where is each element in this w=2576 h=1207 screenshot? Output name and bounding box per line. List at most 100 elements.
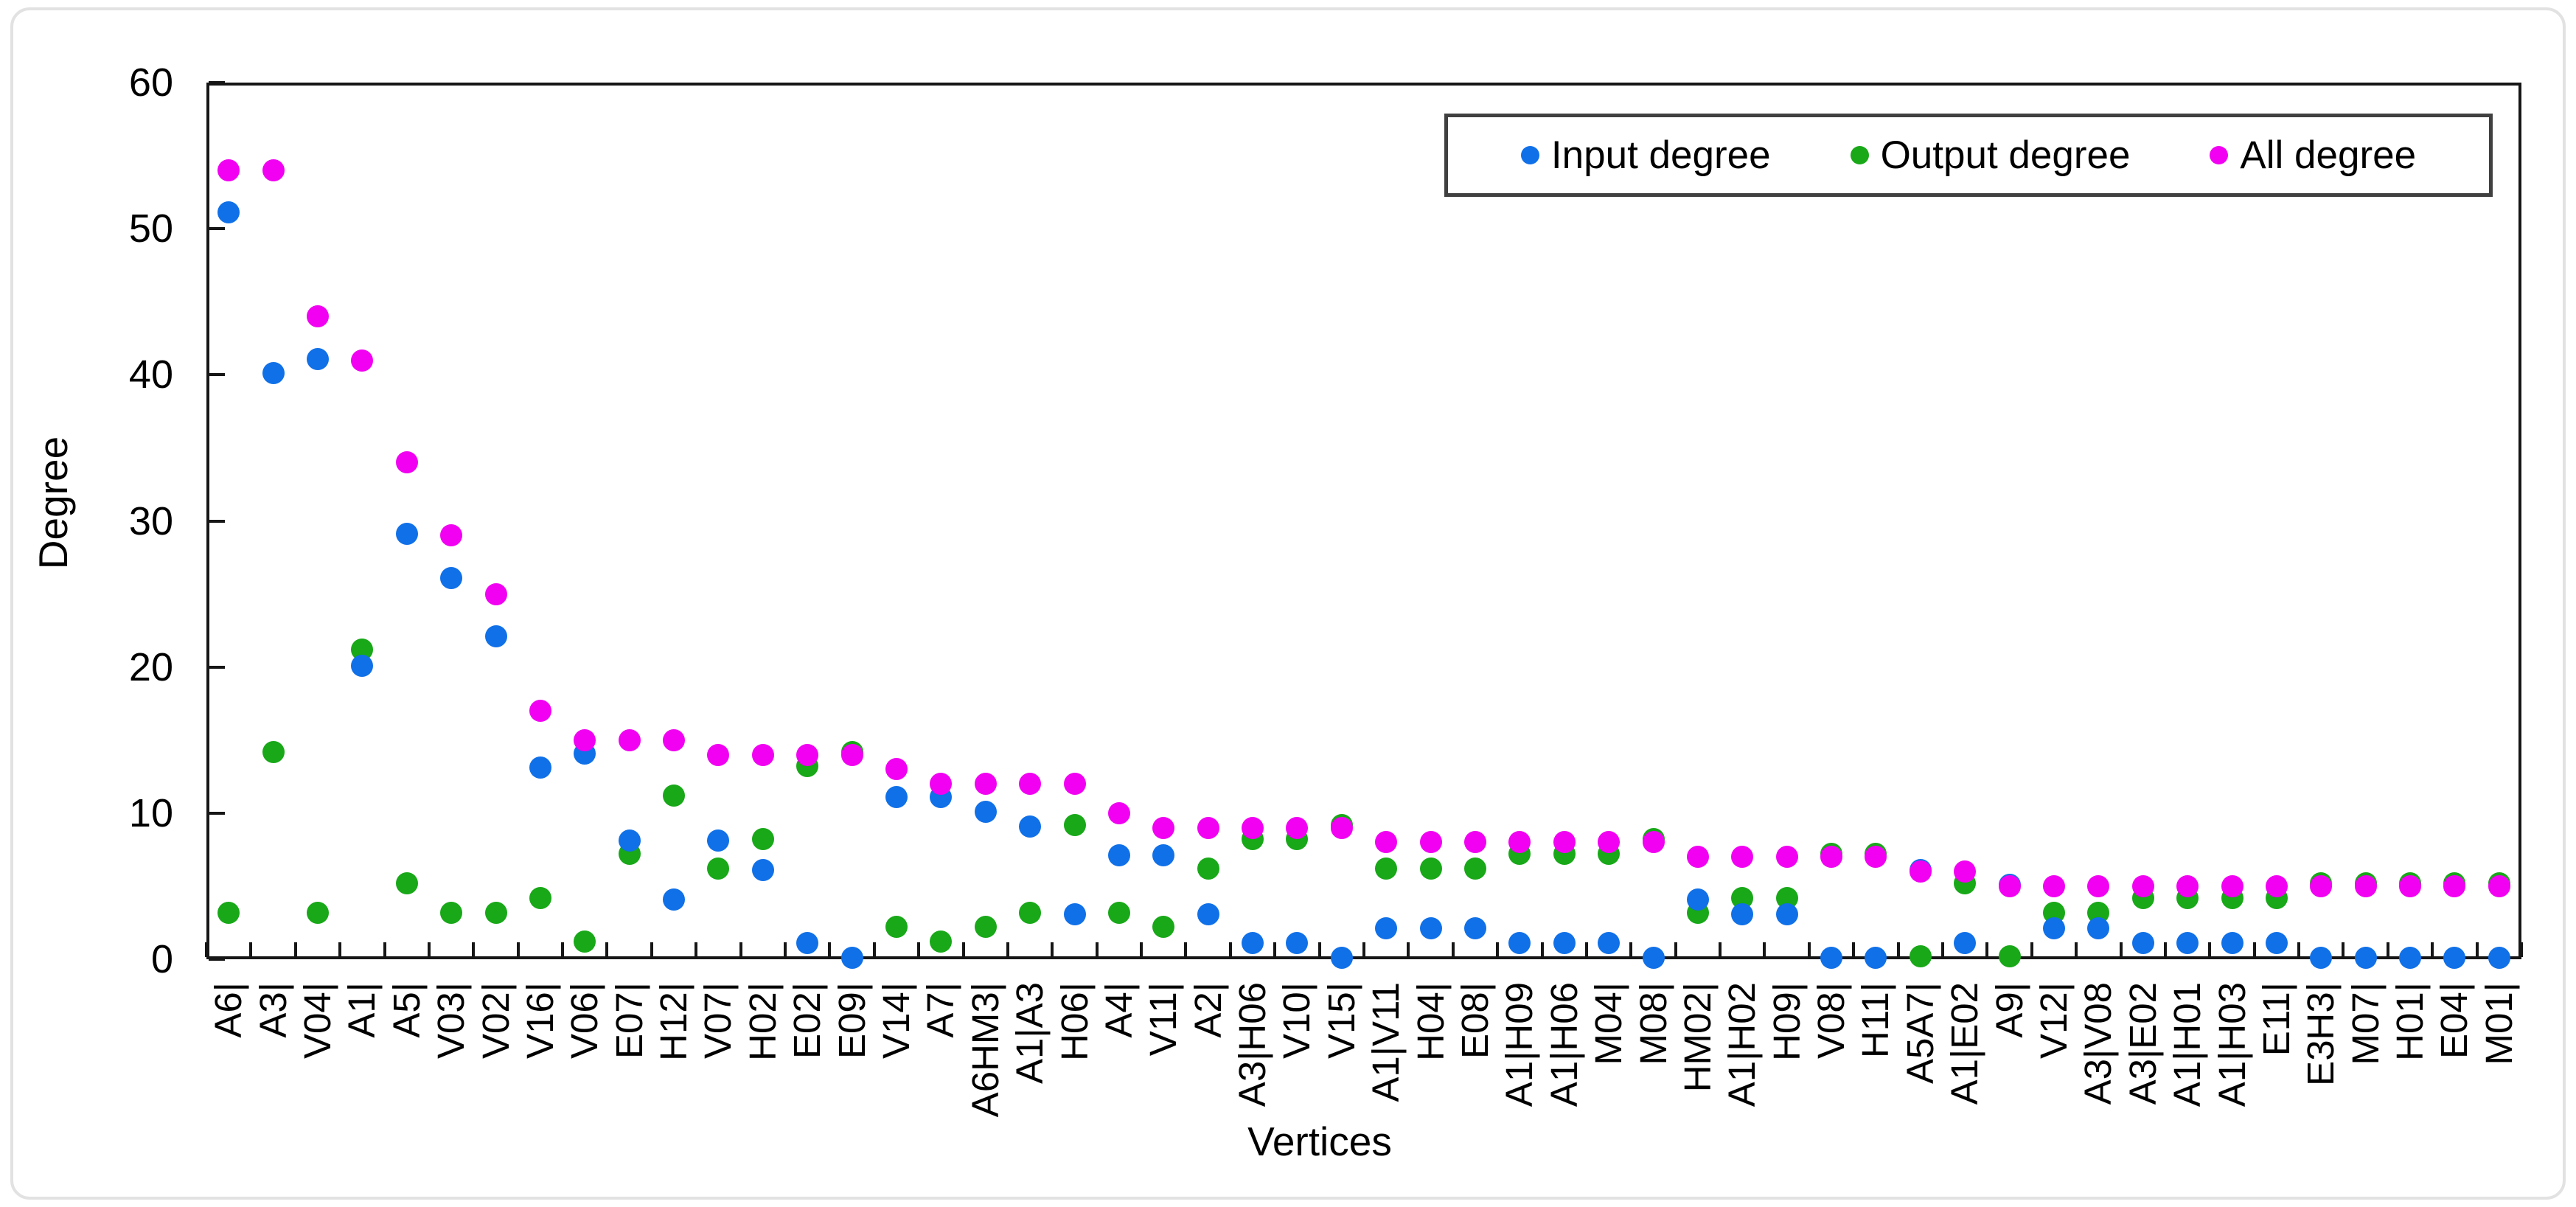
data-point-output-degree <box>1019 901 1042 924</box>
y-tick-mark <box>209 665 225 669</box>
x-category-label: V07| <box>697 982 739 1059</box>
data-point-all-degree <box>2310 874 2333 897</box>
data-point-all-degree <box>840 743 863 766</box>
data-point-input-degree <box>2265 932 2288 955</box>
data-point-input-degree <box>1242 932 1264 955</box>
data-point-all-degree <box>1998 874 2021 897</box>
x-category-label: A3| <box>251 982 294 1038</box>
data-point-all-degree <box>1553 831 1576 854</box>
data-point-output-degree <box>529 886 551 909</box>
x-category-label: A3|V08 <box>2077 982 2120 1105</box>
data-point-all-degree <box>2443 874 2466 897</box>
y-tick-mark <box>209 958 225 961</box>
data-point-output-degree <box>1107 901 1130 924</box>
data-point-input-degree <box>1865 947 1887 969</box>
x-tick-mark <box>2119 942 2123 957</box>
data-point-input-degree <box>2087 917 2110 940</box>
x-tick-mark <box>1540 942 1544 957</box>
data-point-input-degree <box>751 859 774 882</box>
data-point-all-degree <box>2399 874 2422 897</box>
data-point-input-degree <box>1019 815 1042 838</box>
plot-area <box>206 83 2521 959</box>
data-point-input-degree <box>1463 917 1486 940</box>
data-point-input-degree <box>2488 947 2510 969</box>
x-category-label: A1|H06 <box>1542 982 1585 1107</box>
data-point-output-degree <box>1909 945 1932 967</box>
x-tick-mark <box>293 942 297 957</box>
x-tick-mark <box>2386 942 2389 957</box>
data-point-all-degree <box>574 728 596 751</box>
legend-marker-output-degree-icon <box>1850 146 1869 164</box>
data-point-all-degree <box>262 159 285 181</box>
data-point-input-degree <box>1820 947 1843 969</box>
x-tick-mark <box>2163 942 2167 957</box>
data-point-all-degree <box>1731 846 1754 869</box>
x-category-label: A6HM3| <box>964 982 1006 1118</box>
x-tick-mark <box>917 942 921 957</box>
data-point-input-degree <box>2131 932 2154 955</box>
x-category-label: A6| <box>207 982 250 1038</box>
data-point-all-degree <box>1820 846 1843 869</box>
data-point-input-degree <box>707 829 730 852</box>
data-point-all-degree <box>306 305 329 328</box>
x-tick-mark <box>2342 942 2345 957</box>
data-point-input-degree <box>1197 902 1219 925</box>
data-point-all-degree <box>1686 846 1709 869</box>
data-point-input-degree <box>1508 932 1531 955</box>
x-category-label: A7| <box>919 982 962 1038</box>
data-point-all-degree <box>351 349 374 372</box>
data-point-all-degree <box>1642 831 1665 854</box>
data-point-output-degree <box>440 901 463 924</box>
data-point-input-degree <box>484 625 507 648</box>
x-tick-mark <box>650 942 653 957</box>
data-point-output-degree <box>574 931 596 953</box>
x-tick-mark <box>2475 942 2479 957</box>
x-category-label: V15| <box>1320 982 1362 1059</box>
x-category-label: A3|H06 <box>1231 982 1274 1107</box>
x-tick-mark <box>872 942 876 957</box>
legend-entry-input-degree: Input degree <box>1520 134 1771 176</box>
x-category-label: A2| <box>1186 982 1229 1038</box>
x-tick-mark <box>1719 942 1722 957</box>
data-point-output-degree <box>930 931 953 953</box>
x-tick-mark <box>2208 942 2212 957</box>
x-category-label: A1|H01 <box>2166 982 2209 1107</box>
chart-legend: Input degree Output degree All degree <box>1444 114 2493 197</box>
data-point-all-degree <box>1063 773 1086 796</box>
y-tick-label: 10 <box>128 790 173 835</box>
data-point-all-degree <box>1197 816 1219 839</box>
x-tick-mark <box>2297 942 2301 957</box>
data-point-input-degree <box>1775 902 1798 925</box>
data-point-output-degree <box>1197 858 1219 880</box>
x-category-label: V14| <box>874 982 917 1059</box>
data-point-input-degree <box>2176 932 2199 955</box>
x-tick-mark <box>1896 942 1900 957</box>
x-tick-mark <box>605 942 609 957</box>
data-point-output-degree <box>663 785 686 807</box>
data-point-input-degree <box>885 786 908 809</box>
x-category-label: M08| <box>1632 982 1674 1065</box>
data-point-all-degree <box>2087 874 2110 897</box>
x-tick-mark <box>695 942 698 957</box>
x-category-label: V08| <box>1810 982 1853 1059</box>
data-point-all-degree <box>529 700 551 723</box>
data-point-output-degree <box>306 901 329 924</box>
x-category-label: A1|E02 <box>1943 982 1986 1105</box>
x-tick-mark <box>1852 942 1856 957</box>
y-tick-label: 20 <box>128 644 173 689</box>
y-tick-mark <box>209 227 225 231</box>
data-point-input-degree <box>1375 917 1398 940</box>
x-category-label: E07| <box>608 982 650 1059</box>
y-tick-label: 50 <box>128 206 173 251</box>
x-category-label: V12| <box>2032 982 2075 1059</box>
x-category-label: A1|H09 <box>1498 982 1541 1107</box>
x-tick-mark <box>1763 942 1766 957</box>
data-point-all-degree <box>1286 816 1309 839</box>
x-category-label: H09| <box>1765 982 1808 1061</box>
x-tick-mark <box>1985 942 1989 957</box>
data-point-all-degree <box>1152 816 1175 839</box>
x-tick-mark <box>739 942 742 957</box>
data-point-all-degree <box>1107 801 1130 824</box>
x-tick-mark <box>1317 942 1321 957</box>
